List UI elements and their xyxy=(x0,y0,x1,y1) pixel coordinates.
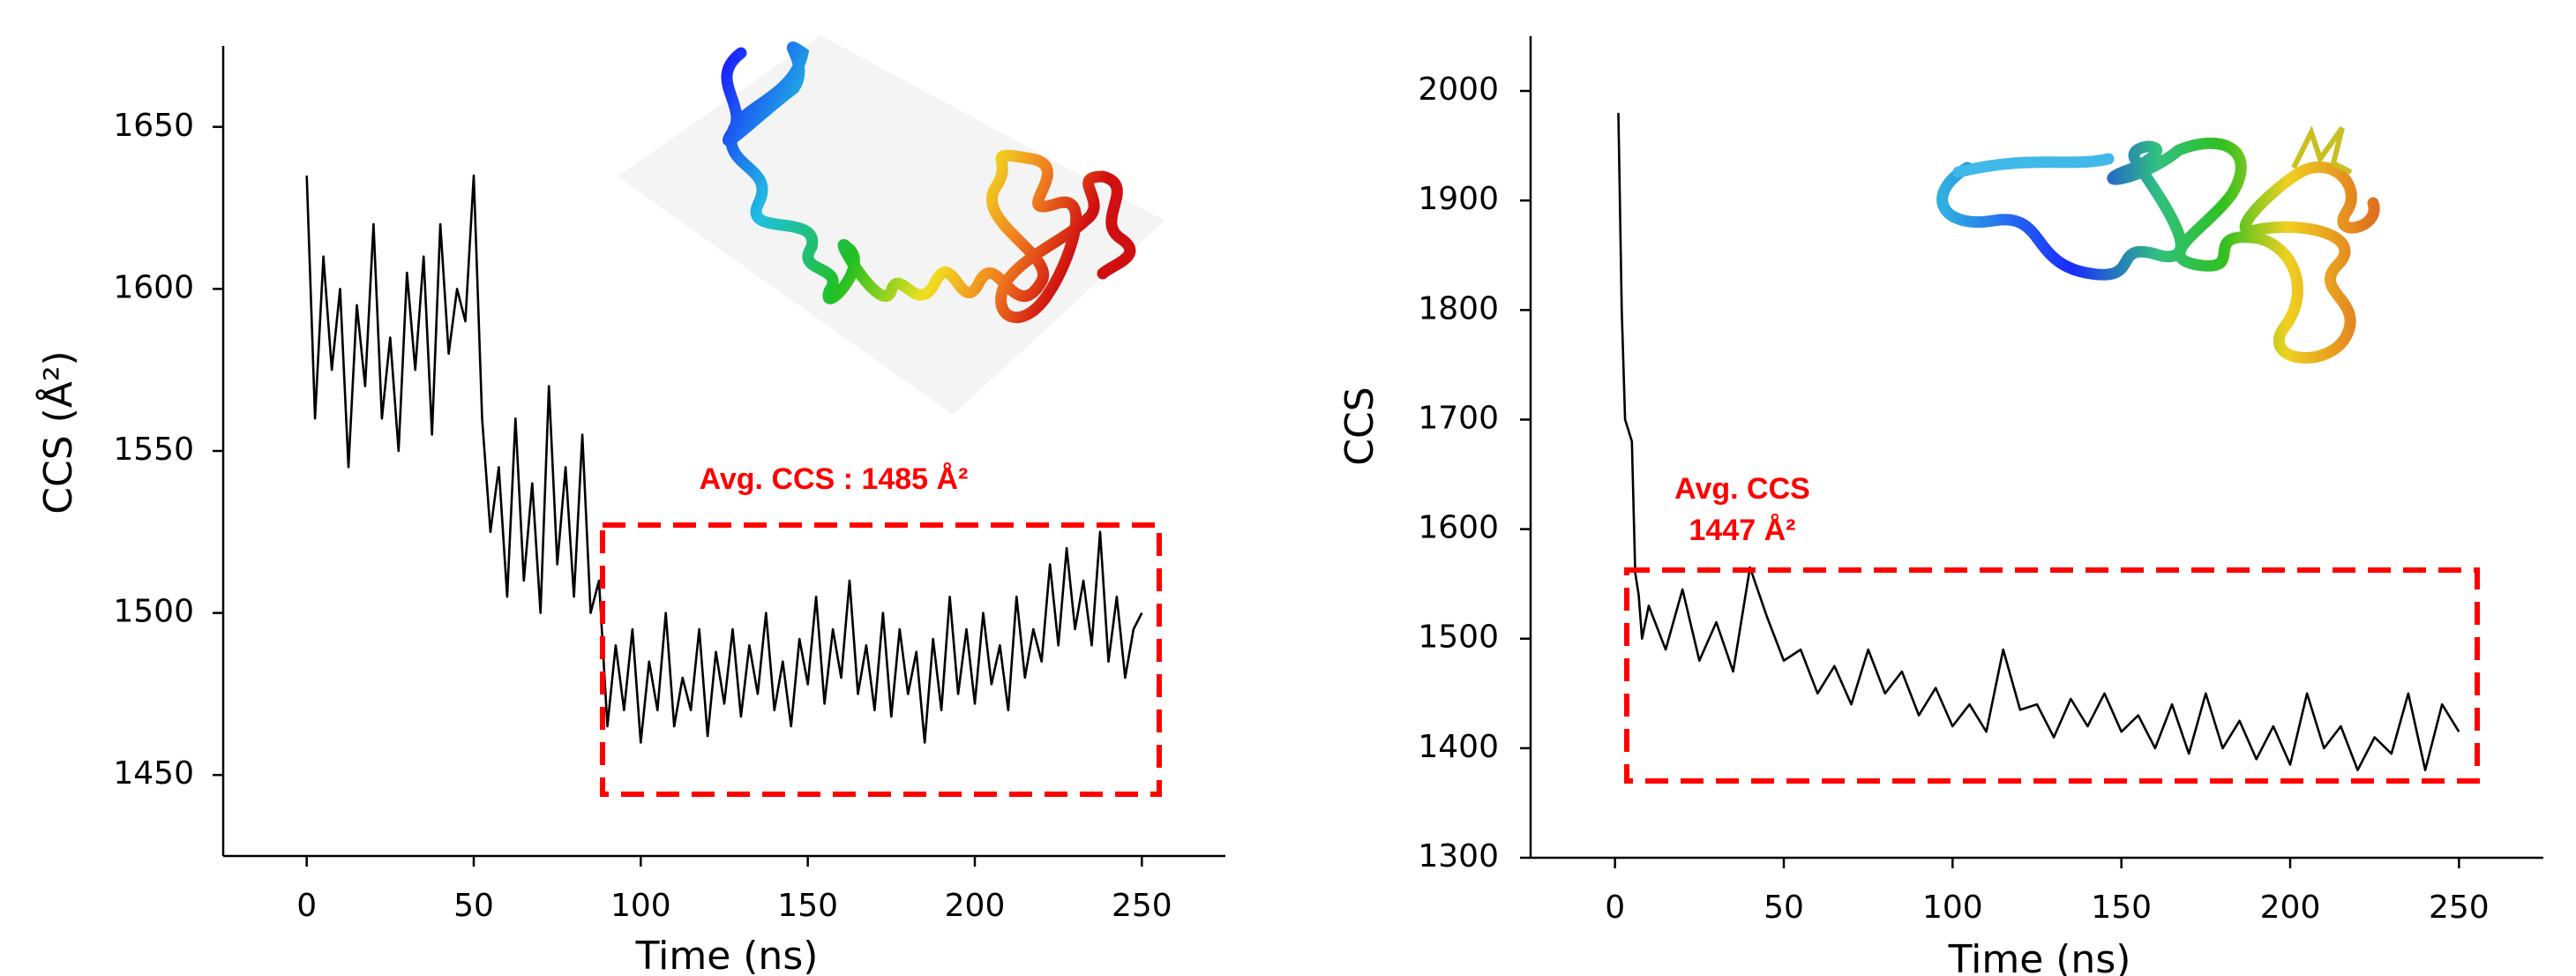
x-tick-label: 100 xyxy=(1922,890,1983,926)
protein-structure-right xyxy=(1936,125,2380,364)
y-tick-label: 1550 xyxy=(113,432,194,468)
x-tick-label: 150 xyxy=(2091,890,2152,926)
x-tick-label: 0 xyxy=(1605,890,1625,926)
y-tick-label: 1800 xyxy=(1418,290,1499,327)
data-line xyxy=(1617,112,2460,772)
x-tick-label: 50 xyxy=(1764,890,1804,926)
y-axis-label: CCS (Å²) xyxy=(34,350,81,514)
x-tick-label: 50 xyxy=(453,888,494,924)
x-axis-label: Time (ns) xyxy=(1948,937,2131,976)
y-tick-label: 1900 xyxy=(1418,181,1499,217)
x-tick-label: 150 xyxy=(777,888,838,924)
x-tick-label: 100 xyxy=(610,888,671,924)
y-tick-label: 2000 xyxy=(1418,71,1499,108)
highlight-box xyxy=(600,522,1162,797)
x-tick-label: 0 xyxy=(296,888,317,924)
y-axis-label: CCS xyxy=(1337,387,1382,465)
x-tick-label: 200 xyxy=(2260,890,2321,926)
annotation: Avg. CCS xyxy=(1674,472,1810,506)
x-tick-label: 250 xyxy=(1112,888,1172,924)
x-tick-label: 200 xyxy=(945,888,1006,924)
x-axis-label: Time (ns) xyxy=(635,934,819,976)
y-tick-label: 1650 xyxy=(113,108,194,144)
y-tick-label: 1600 xyxy=(1418,510,1499,546)
y-tick-label: 1500 xyxy=(113,594,194,630)
annotation: 1447 Å² xyxy=(1689,514,1796,547)
y-tick-label: 1450 xyxy=(113,755,194,792)
y-tick-label: 1500 xyxy=(1418,619,1499,656)
y-tick-label: 1400 xyxy=(1418,729,1499,765)
y-tick-label: 1700 xyxy=(1418,400,1499,436)
protein-structure-left xyxy=(618,35,1164,415)
y-tick-label: 1600 xyxy=(113,269,194,305)
x-tick-label: 250 xyxy=(2429,890,2490,926)
highlight-box xyxy=(1624,567,2480,784)
annotation: Avg. CCS : 1485 Å² xyxy=(700,462,969,496)
data-line xyxy=(305,174,1143,744)
y-tick-label: 1300 xyxy=(1418,838,1499,875)
